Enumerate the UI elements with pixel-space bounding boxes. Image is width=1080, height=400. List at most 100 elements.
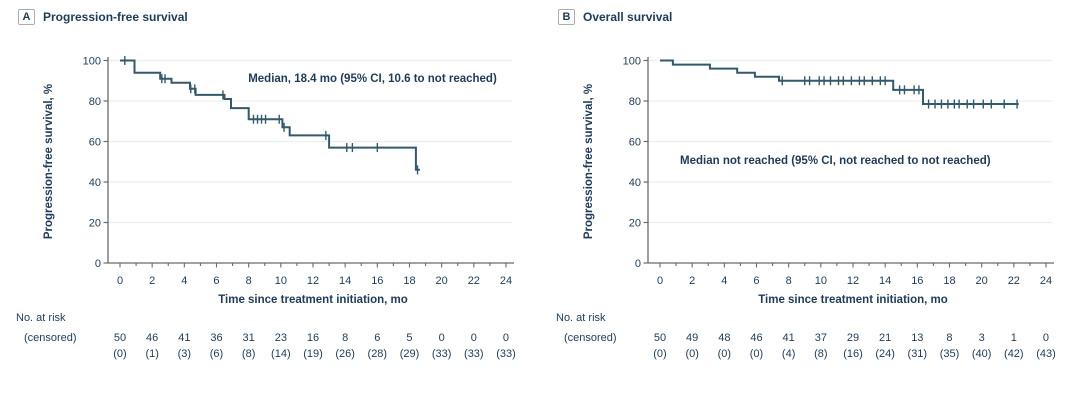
- y-tick-label: 60: [629, 136, 641, 148]
- censored-count: (8): [242, 348, 255, 360]
- x-tick-label: 24: [500, 275, 512, 287]
- at-risk-count: 1: [1011, 332, 1017, 344]
- x-tick-label: 6: [213, 275, 219, 287]
- at-risk-count: 8: [342, 332, 348, 344]
- censored-count: (0): [685, 348, 698, 360]
- x-tick-label: 8: [246, 275, 252, 287]
- at-risk-count: 37: [815, 332, 827, 344]
- y-axis-title: Progression-free survival, %: [43, 84, 55, 239]
- at-risk-count: 5: [406, 332, 412, 344]
- x-tick-label: 18: [943, 275, 955, 287]
- at-risk-count: 8: [946, 332, 952, 344]
- censored-count: (28): [368, 348, 388, 360]
- at-risk-count: 46: [146, 332, 158, 344]
- censored-count: (14): [271, 348, 291, 360]
- x-tick-label: 8: [786, 275, 792, 287]
- at-risk-count: 23: [275, 332, 287, 344]
- at-risk-count: 29: [847, 332, 859, 344]
- x-tick-label: 10: [275, 275, 287, 287]
- x-tick-label: 22: [1008, 275, 1020, 287]
- censored-count: (19): [303, 348, 323, 360]
- censored-count: (35): [940, 348, 960, 360]
- panel-title: Overall survival: [583, 10, 673, 24]
- censored-count: (16): [843, 348, 863, 360]
- at-risk-count: 16: [307, 332, 319, 344]
- x-axis-title: Time since treatment initiation, mo: [218, 294, 408, 306]
- x-tick-label: 6: [753, 275, 759, 287]
- panel-b: B Overall survival 0 20 40 60 80 100 0 2 4 6 8 10 12…: [540, 0, 1080, 400]
- panel-title: Progression-free survival: [43, 10, 188, 24]
- censored-count: (24): [875, 348, 895, 360]
- x-tick-label: 4: [721, 275, 727, 287]
- censored-count: (40): [972, 348, 992, 360]
- at-risk-count: 21: [879, 332, 891, 344]
- at-risk-count: 41: [783, 332, 795, 344]
- x-tick-label: 0: [657, 275, 663, 287]
- censored-count: (33): [464, 348, 484, 360]
- at-risk-count: 41: [178, 332, 190, 344]
- at-risk-count: 31: [243, 332, 255, 344]
- y-tick-label: 80: [629, 96, 641, 108]
- x-tick-label: 0: [117, 275, 123, 287]
- x-tick-label: 16: [371, 275, 383, 287]
- censored-count: (3): [178, 348, 191, 360]
- y-tick-label: 60: [89, 136, 101, 148]
- y-tick-label: 20: [89, 217, 101, 229]
- x-tick-label: 12: [847, 275, 859, 287]
- at-risk-count: 13: [911, 332, 923, 344]
- censored-label: (censored): [564, 332, 617, 344]
- censored-count: (1): [145, 348, 158, 360]
- y-tick-label: 40: [629, 177, 641, 189]
- x-tick-label: 20: [436, 275, 448, 287]
- median-annotation: Median not reached (95% CI, not reached …: [680, 155, 991, 167]
- censored-count: (0): [750, 348, 763, 360]
- at-risk-count: 49: [686, 332, 698, 344]
- at-risk-count: 36: [210, 332, 222, 344]
- censored-label: (censored): [24, 332, 77, 344]
- censored-count: (4): [782, 348, 795, 360]
- x-axis-title: Time since treatment initiation, mo: [758, 294, 948, 306]
- x-tick-label: 2: [149, 275, 155, 287]
- x-tick-label: 20: [976, 275, 988, 287]
- panel-b-header: B Overall survival: [558, 9, 672, 25]
- panel-letter-badge: B: [558, 9, 575, 25]
- x-tick-label: 22: [468, 275, 480, 287]
- at-risk-count: 48: [718, 332, 730, 344]
- x-tick-label: 24: [1040, 275, 1052, 287]
- x-tick-label: 10: [815, 275, 827, 287]
- y-tick-label: 100: [83, 55, 101, 67]
- censored-count: (8): [814, 348, 827, 360]
- at-risk-label: No. at risk: [16, 312, 66, 324]
- censored-count: (31): [908, 348, 928, 360]
- x-tick-label: 2: [689, 275, 695, 287]
- x-tick-label: 18: [403, 275, 415, 287]
- y-tick-label: 0: [635, 258, 641, 270]
- y-tick-label: 80: [89, 96, 101, 108]
- at-risk-count: 50: [654, 332, 666, 344]
- at-risk-count: 0: [439, 332, 445, 344]
- at-risk-count: 50: [114, 332, 126, 344]
- censored-count: (6): [210, 348, 223, 360]
- y-tick-label: 20: [629, 217, 641, 229]
- censored-count: (0): [718, 348, 731, 360]
- panel-letter-badge: A: [18, 9, 35, 25]
- panel-a-header: A Progression-free survival: [18, 9, 188, 25]
- x-tick-label: 16: [911, 275, 923, 287]
- censored-count: (26): [335, 348, 355, 360]
- y-axis-title: Progression-free survival, %: [583, 84, 595, 239]
- at-risk-count: 46: [750, 332, 762, 344]
- censored-count: (43): [1036, 348, 1056, 360]
- y-tick-label: 40: [89, 177, 101, 189]
- x-tick-label: 14: [339, 275, 351, 287]
- y-tick-label: 0: [95, 258, 101, 270]
- x-tick-label: 12: [307, 275, 319, 287]
- at-risk-count: 6: [374, 332, 380, 344]
- km-curve: [660, 59, 1019, 105]
- censored-count: (33): [432, 348, 452, 360]
- censored-count: (0): [653, 348, 666, 360]
- at-risk-count: 3: [979, 332, 985, 344]
- median-annotation: Median, 18.4 mo (95% CI, 10.6 to not rea…: [248, 73, 497, 85]
- censored-count: (29): [400, 348, 420, 360]
